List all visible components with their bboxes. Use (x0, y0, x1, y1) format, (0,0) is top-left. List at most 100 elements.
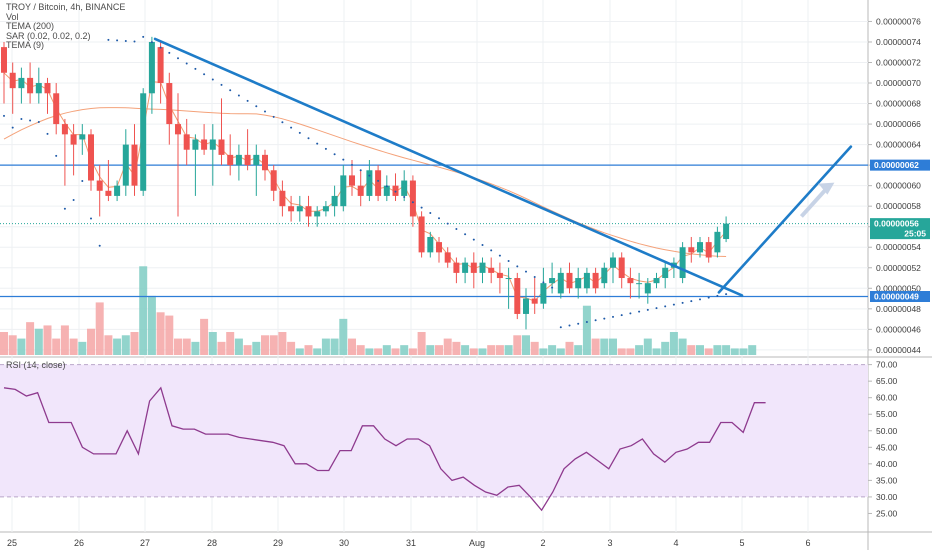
sar-dot (385, 185, 388, 188)
volume-bar (400, 345, 409, 355)
candle-body (627, 278, 634, 284)
last-price-label-bg (870, 218, 930, 230)
candle-body (418, 216, 425, 253)
candle-body (9, 72, 16, 89)
price-tick-label: 0.00000074 (876, 37, 921, 47)
sar-dot (316, 142, 319, 145)
countdown-label-bg (870, 228, 930, 240)
volume-bar (113, 338, 122, 355)
volume-bar (478, 348, 487, 355)
volume-bar (582, 305, 591, 355)
time-tick-label: 26 (74, 538, 84, 548)
candle-body (679, 247, 686, 279)
candle-body (575, 278, 582, 289)
candle-body (61, 124, 68, 135)
sar-dot (725, 293, 728, 296)
candle-body (601, 267, 608, 284)
candle-body (444, 252, 451, 263)
candle-body (70, 134, 77, 145)
volume-bar (635, 345, 644, 355)
volume-bar (495, 345, 504, 355)
candle-body (557, 272, 564, 294)
sar-dot (264, 110, 266, 113)
candle-body (383, 185, 390, 196)
sar-dot (307, 137, 310, 140)
volume-bar (313, 348, 322, 355)
volume-bar (121, 335, 130, 355)
candle-body (662, 267, 669, 279)
volume-bar (226, 332, 235, 355)
indicator-tema-200[interactable]: TEMA (200) (6, 21, 55, 32)
time-tick-label: 2 (540, 538, 545, 548)
candle-body (296, 206, 303, 212)
volume-bar (87, 328, 95, 355)
sar-dot (107, 38, 110, 41)
volume-bar (174, 338, 182, 355)
projection-arrow-head (818, 182, 835, 195)
volume-bar (252, 341, 261, 355)
candle-body (409, 180, 416, 217)
candle-body (618, 257, 625, 279)
volume-bar (452, 341, 461, 355)
volume-bar (574, 345, 583, 355)
indicator-vol[interactable]: Vol (6, 11, 19, 22)
sar-dot (429, 211, 432, 214)
sar-dot (577, 322, 580, 325)
rsi-title[interactable]: RSI (14, close) (6, 360, 66, 370)
time-tick-label: 30 (339, 538, 349, 548)
volume-bar (156, 312, 165, 355)
sar-dot (63, 207, 66, 210)
volume-bar (461, 345, 470, 355)
volume-bar (600, 338, 609, 355)
candle-body (157, 47, 164, 84)
sar-dot (133, 40, 136, 43)
candle-body (148, 41, 155, 94)
sar-dot (490, 249, 493, 252)
volume-bar (95, 302, 104, 355)
sar-dot (716, 294, 719, 297)
volume-bar (722, 345, 731, 355)
sar-dot (29, 119, 32, 122)
indicator-sar[interactable]: SAR (0.02, 0.02, 0.2) (6, 30, 91, 41)
sar-dot (220, 83, 223, 86)
volume-bar (261, 335, 269, 355)
sar-dot (116, 39, 119, 42)
indicator-tema-9[interactable]: TEMA (9) (6, 40, 45, 51)
volume-bar (17, 338, 26, 355)
candle-body (523, 298, 529, 314)
price-tick-label: 0.00000058 (876, 201, 921, 211)
sar-dot (464, 233, 467, 236)
rsi-line (3, 386, 766, 512)
rsi-tick-label: 35.00 (876, 475, 898, 485)
candle-body (27, 77, 34, 94)
candle-body (496, 272, 503, 279)
price-tick-label: 0.00000052 (876, 263, 921, 273)
candle-body (218, 139, 225, 155)
sar-dot (620, 314, 623, 317)
volume-bar (652, 348, 661, 355)
sar-dot (603, 317, 606, 320)
sar-dot (237, 94, 240, 97)
sar-dot (672, 303, 675, 306)
sar-dot (507, 259, 510, 262)
volume-bar (321, 338, 330, 355)
candle-body (531, 298, 538, 304)
sar-dot (255, 105, 258, 108)
candle-body (488, 267, 495, 273)
price-tick-label: 0.00000076 (876, 16, 921, 26)
candle-body (79, 134, 86, 140)
sar-dot (525, 270, 527, 273)
candle-body (227, 154, 234, 166)
candle-body (688, 247, 695, 253)
time-tick-label: 29 (273, 538, 283, 548)
price-tick-label: 0.00000048 (876, 304, 921, 314)
candle-body (235, 154, 242, 166)
candle-body (462, 262, 469, 273)
candle-body (644, 283, 651, 294)
sar-dot (368, 174, 371, 177)
candle-body (697, 242, 703, 253)
candle-body (427, 236, 434, 253)
sar-dot (594, 319, 597, 322)
